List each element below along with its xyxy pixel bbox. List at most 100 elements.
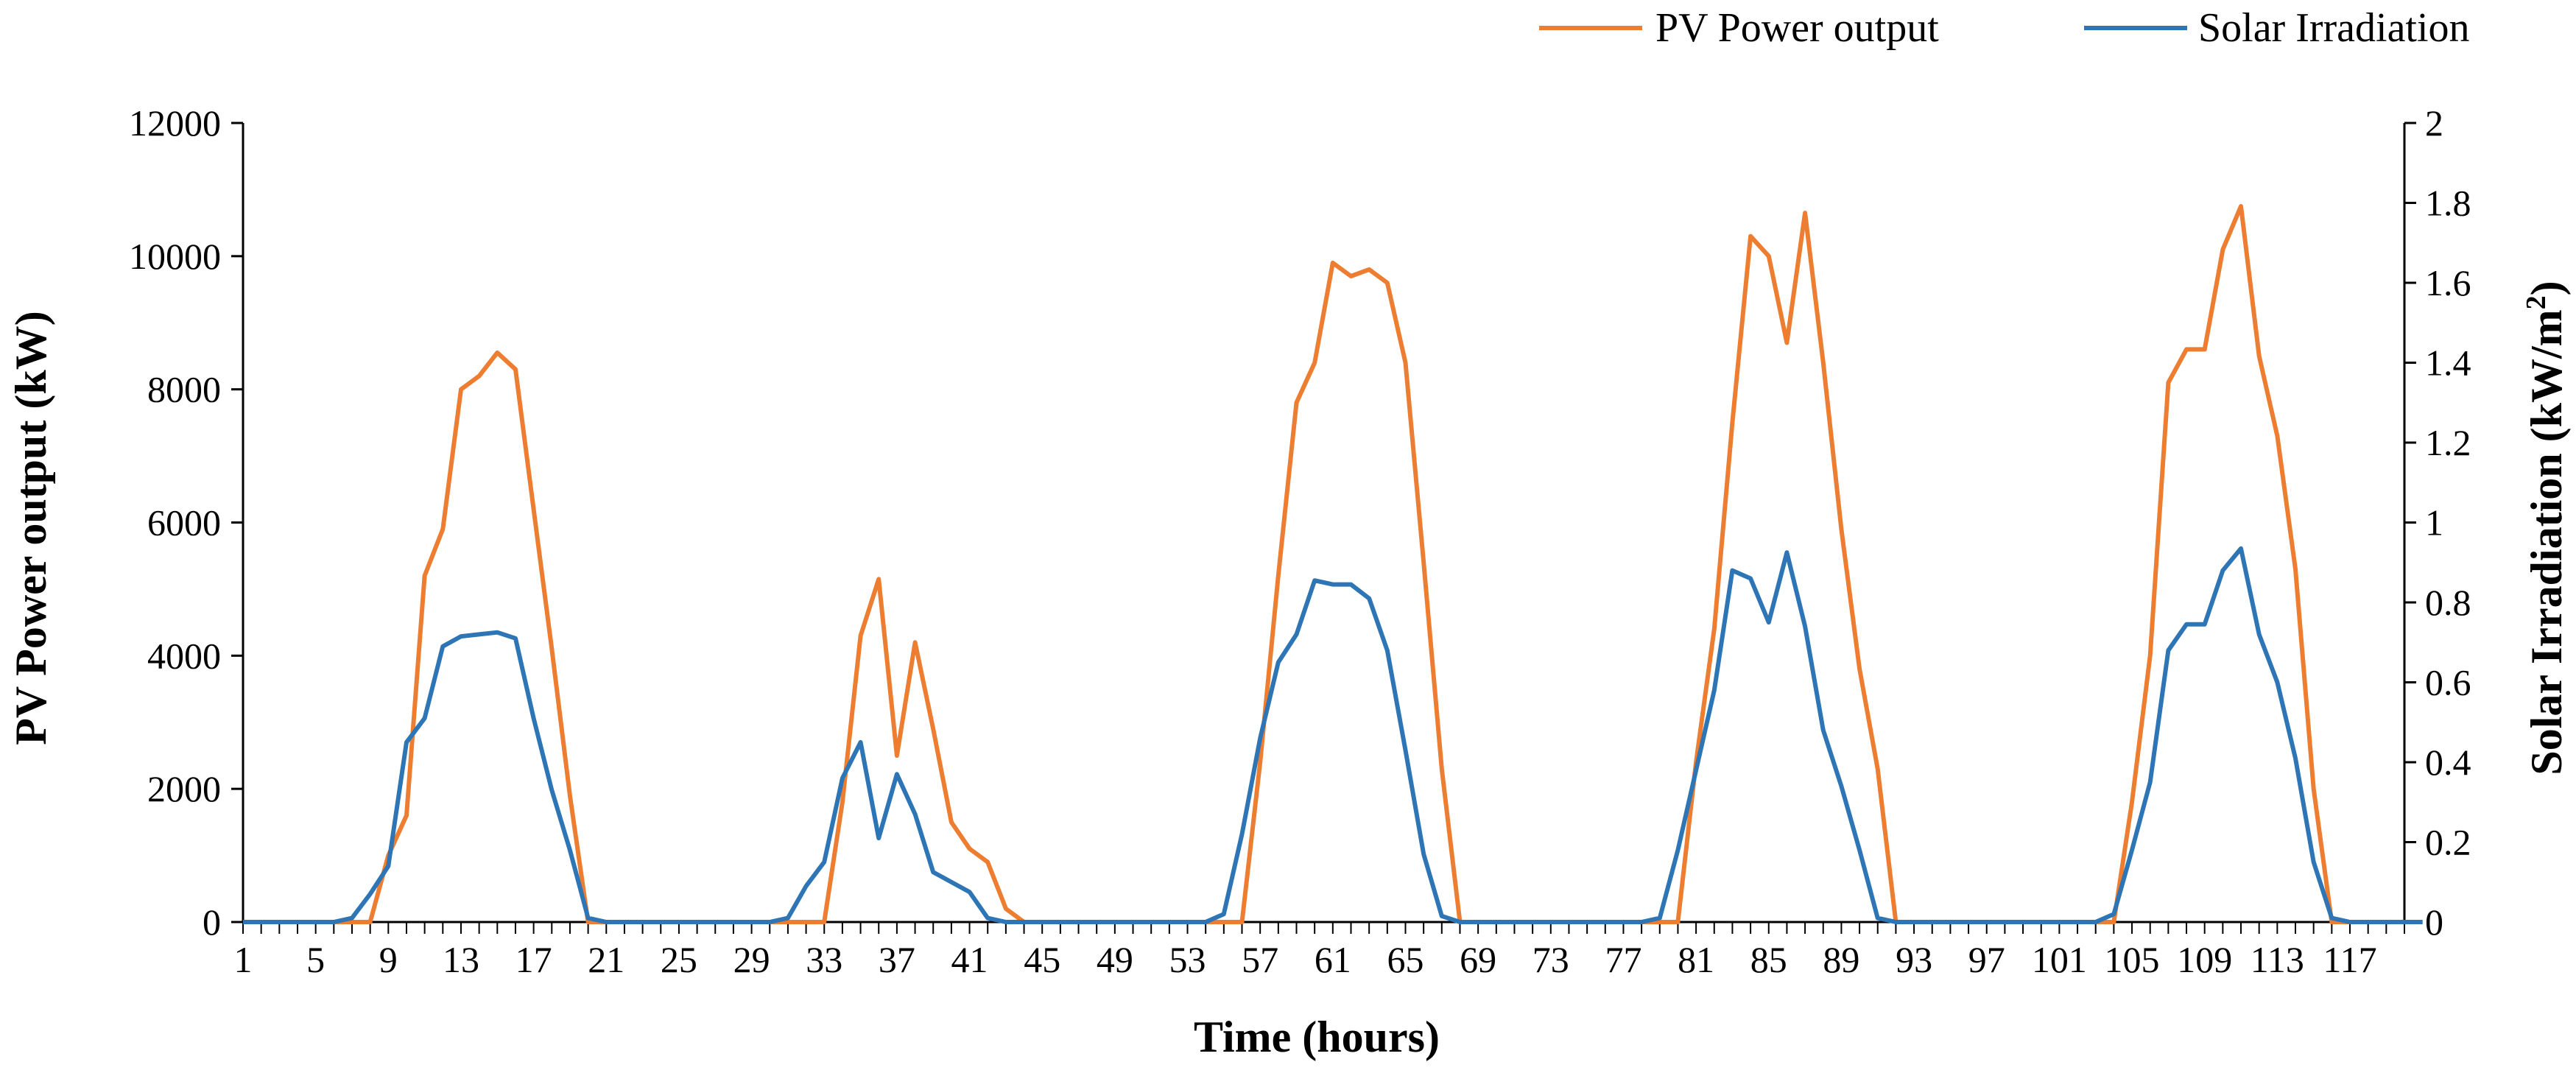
- data-point: [1912, 921, 1915, 924]
- data-point: [1695, 769, 1697, 772]
- data-point: [587, 921, 590, 924]
- data-point: [387, 865, 390, 868]
- data-point: [1949, 921, 1952, 924]
- series-layer: [242, 204, 2424, 924]
- x-tick-label: 1: [234, 939, 253, 980]
- data-point: [514, 368, 517, 371]
- x-tick-label: 13: [443, 939, 479, 980]
- data-point: [496, 351, 499, 354]
- data-point: [932, 728, 935, 731]
- data-point: [1422, 561, 1425, 564]
- x-tick-label: 81: [1678, 939, 1714, 980]
- data-point: [441, 645, 444, 648]
- data-point: [1967, 921, 1970, 924]
- y2-tick-label: 1.6: [2425, 262, 2471, 303]
- data-point: [242, 921, 244, 924]
- data-point: [1931, 921, 1934, 924]
- x-tick-label: 45: [1024, 939, 1060, 980]
- legend-label-pv-power: PV Power output: [1655, 5, 1939, 51]
- y-axis-title: PV Power output (kW): [7, 311, 55, 745]
- data-point: [1241, 921, 1244, 924]
- data-point: [1767, 255, 1770, 258]
- y2-tick-label: 0.2: [2425, 822, 2471, 863]
- data-point: [2149, 654, 2152, 657]
- x-tick-label: 33: [806, 939, 842, 980]
- data-point: [1095, 921, 1098, 924]
- data-point: [2239, 547, 2242, 550]
- x-tick-label: 41: [951, 939, 988, 980]
- data-point: [1277, 574, 1280, 577]
- data-point: [296, 921, 299, 924]
- data-point: [1840, 528, 1843, 531]
- x-tick-label: 57: [1242, 939, 1278, 980]
- data-point: [550, 789, 553, 792]
- y2-tick-label: 1.8: [2425, 183, 2471, 224]
- data-point: [1350, 583, 1353, 586]
- data-point: [1386, 281, 1389, 284]
- data-point: [2185, 623, 2188, 626]
- data-point: [1604, 921, 1607, 924]
- data-point: [1150, 921, 1152, 924]
- data-point: [1004, 907, 1007, 910]
- data-point: [2421, 921, 2424, 924]
- data-point: [1622, 921, 1625, 924]
- data-point: [1785, 341, 1788, 344]
- data-point: [950, 881, 953, 884]
- data-point: [1803, 625, 1806, 628]
- x-tick-label: 93: [1896, 939, 1932, 980]
- y2-tick-label: 1.2: [2425, 422, 2471, 463]
- data-point: [1731, 569, 1734, 572]
- data-point: [1840, 785, 1843, 788]
- data-point: [532, 717, 535, 720]
- data-point: [2003, 921, 2006, 924]
- data-point: [1422, 853, 1425, 856]
- data-point: [587, 917, 590, 920]
- data-point: [2167, 649, 2169, 652]
- x-tick-label: 9: [379, 939, 398, 980]
- y2-tick-label: 0.8: [2425, 582, 2471, 623]
- y-tick-label: 4000: [147, 635, 221, 676]
- data-point: [714, 921, 717, 924]
- data-point: [460, 388, 462, 391]
- y2-tick-label: 0.4: [2425, 742, 2471, 783]
- data-point: [2294, 568, 2297, 571]
- data-point: [2258, 355, 2261, 358]
- x-tick-label: 5: [306, 939, 325, 980]
- series-points-solar-irradiation: [242, 547, 2424, 924]
- data-point: [732, 921, 735, 924]
- x-tick-label: 97: [1968, 939, 2005, 980]
- data-point: [1404, 749, 1407, 752]
- data-point: [623, 921, 626, 924]
- y2-tick-label: 1: [2425, 502, 2443, 543]
- data-point: [550, 647, 553, 650]
- data-point: [2312, 861, 2315, 864]
- data-point: [514, 637, 517, 640]
- data-point: [1204, 921, 1207, 924]
- data-point: [423, 574, 426, 577]
- y2-axis-title: Solar Irradiation (kW/m2): [2521, 281, 2571, 775]
- x-tick-label: 25: [661, 939, 697, 980]
- data-point: [478, 375, 481, 378]
- data-point: [2021, 921, 2024, 924]
- series-line-pv-power-output: [243, 204, 2404, 924]
- data-point: [1767, 621, 1770, 624]
- data-point: [2130, 848, 2133, 851]
- data-point: [1531, 921, 1534, 924]
- data-point: [1513, 921, 1516, 924]
- data-point: [2040, 921, 2043, 924]
- data-point: [260, 921, 263, 924]
- data-point: [1259, 761, 1261, 764]
- data-point: [1586, 921, 1588, 924]
- data-point: [405, 814, 408, 817]
- data-point: [859, 741, 862, 744]
- data-point: [786, 917, 789, 920]
- x-tick-label: 109: [2177, 939, 2232, 980]
- data-point: [641, 921, 644, 924]
- x-tick-label: 61: [1315, 939, 1351, 980]
- data-point: [1858, 667, 1861, 670]
- data-point: [1041, 921, 1044, 924]
- data-point: [2203, 348, 2206, 351]
- data-point: [2112, 921, 2115, 924]
- data-point: [1077, 921, 1080, 924]
- data-point: [2312, 787, 2315, 790]
